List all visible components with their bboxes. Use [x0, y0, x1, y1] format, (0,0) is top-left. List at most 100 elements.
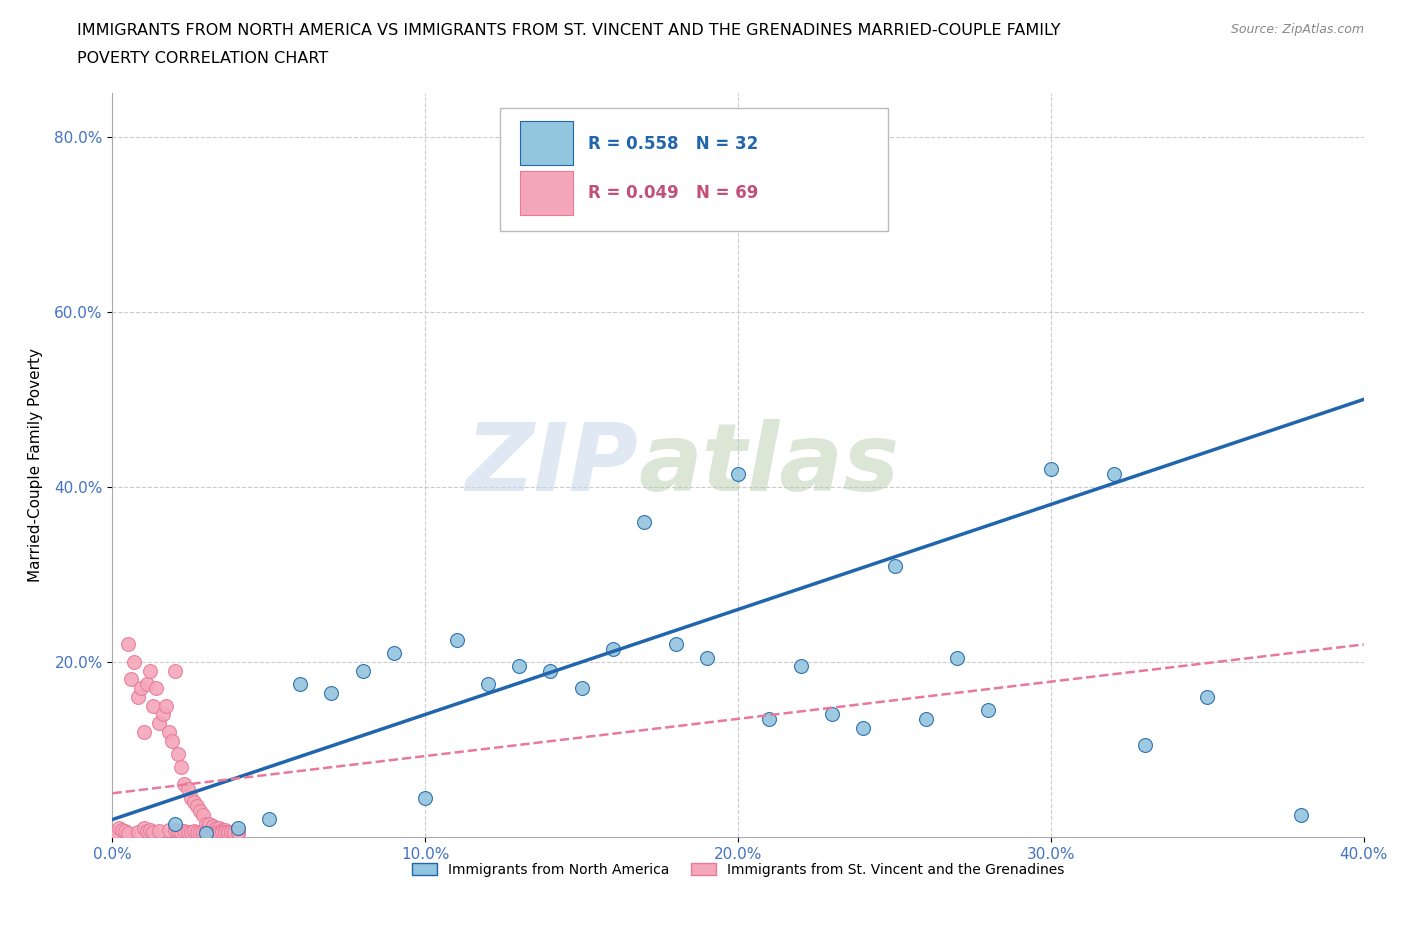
Point	[201, 819, 224, 834]
Point	[173, 823, 195, 838]
Point	[1102, 466, 1125, 481]
Point	[157, 822, 180, 837]
Point	[758, 711, 780, 726]
Point	[148, 823, 170, 838]
Point	[946, 650, 969, 665]
Point	[290, 676, 312, 691]
Point	[221, 824, 243, 839]
Point	[224, 825, 246, 840]
Point	[193, 807, 215, 822]
Point	[142, 824, 165, 839]
Point	[696, 650, 718, 665]
Point	[321, 685, 343, 700]
Point	[226, 821, 249, 836]
Point	[208, 824, 231, 839]
Point	[446, 632, 468, 647]
Point	[176, 824, 198, 839]
Point	[163, 822, 186, 837]
FancyBboxPatch shape	[520, 121, 574, 166]
Point	[167, 747, 190, 762]
Point	[226, 824, 249, 839]
Point	[198, 817, 221, 831]
Point	[127, 824, 149, 839]
Point	[148, 716, 170, 731]
Point	[571, 681, 593, 696]
Point	[198, 824, 221, 839]
Point	[135, 823, 157, 838]
Point	[163, 663, 186, 678]
Point	[852, 720, 875, 735]
Point	[883, 558, 905, 573]
Point	[186, 824, 208, 839]
Point	[139, 822, 162, 837]
Text: Source: ZipAtlas.com: Source: ZipAtlas.com	[1230, 23, 1364, 36]
Point	[157, 724, 180, 739]
Point	[132, 724, 155, 739]
Point	[1039, 462, 1063, 477]
Point	[120, 672, 142, 687]
Point	[117, 637, 139, 652]
Point	[211, 824, 233, 839]
Point	[129, 681, 152, 696]
Point	[104, 825, 127, 840]
Point	[1291, 807, 1313, 822]
Point	[180, 790, 202, 805]
Point	[180, 824, 202, 839]
Legend: Immigrants from North America, Immigrants from St. Vincent and the Grenadines: Immigrants from North America, Immigrant…	[406, 857, 1070, 883]
Point	[107, 821, 129, 836]
Point	[217, 824, 239, 839]
Point	[352, 663, 374, 678]
Point	[211, 822, 233, 837]
Point	[633, 514, 655, 529]
Point	[664, 637, 686, 652]
Point	[1133, 737, 1156, 752]
Text: atlas: atlas	[638, 419, 900, 511]
Point	[117, 825, 139, 840]
Point	[188, 804, 211, 818]
Text: R = 0.558   N = 32: R = 0.558 N = 32	[588, 135, 758, 153]
FancyBboxPatch shape	[501, 108, 889, 231]
Point	[160, 733, 183, 748]
Point	[821, 707, 844, 722]
Point	[139, 663, 162, 678]
Point	[224, 824, 246, 839]
Point	[132, 821, 155, 836]
Point	[382, 645, 405, 660]
Point	[167, 823, 190, 838]
FancyBboxPatch shape	[520, 171, 574, 215]
Point	[155, 698, 177, 713]
Point	[214, 822, 236, 837]
Point	[214, 824, 236, 839]
Point	[127, 689, 149, 704]
Point	[217, 824, 239, 839]
Point	[977, 703, 1000, 718]
Text: IMMIGRANTS FROM NORTH AMERICA VS IMMIGRANTS FROM ST. VINCENT AND THE GRENADINES : IMMIGRANTS FROM NORTH AMERICA VS IMMIGRA…	[77, 23, 1062, 38]
Point	[193, 824, 215, 839]
Point	[415, 790, 437, 805]
Point	[915, 711, 938, 726]
Point	[602, 642, 624, 657]
Point	[183, 794, 205, 809]
Point	[170, 824, 193, 839]
Point	[221, 824, 243, 839]
Point	[790, 658, 813, 673]
Y-axis label: Married-Couple Family Poverty: Married-Couple Family Poverty	[28, 348, 44, 582]
Point	[176, 781, 198, 796]
Point	[170, 760, 193, 775]
Point	[727, 466, 749, 481]
Point	[195, 825, 218, 840]
Point	[477, 676, 499, 691]
Point	[195, 823, 218, 838]
Point	[145, 681, 167, 696]
Text: ZIP: ZIP	[465, 419, 638, 511]
Point	[195, 817, 218, 831]
Point	[173, 777, 195, 792]
Point	[111, 822, 134, 837]
Point	[201, 824, 224, 839]
Point	[135, 676, 157, 691]
Point	[163, 817, 186, 831]
Point	[186, 799, 208, 814]
Point	[257, 812, 280, 827]
Point	[188, 824, 211, 839]
Point	[1197, 689, 1219, 704]
